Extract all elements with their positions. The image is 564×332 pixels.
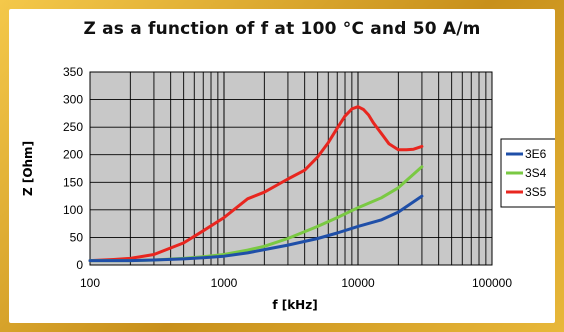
series-line-3E6 xyxy=(88,194,424,263)
y-tick-label: 50 xyxy=(70,230,84,244)
legend-label-3S4: 3S4 xyxy=(525,166,547,180)
legend-label-3S5: 3S5 xyxy=(525,185,547,199)
y-tick-label: 250 xyxy=(63,120,83,134)
y-tick-label: 200 xyxy=(63,148,83,162)
y-tick-label: 100 xyxy=(63,203,83,217)
y-axis-label: Z [Ohm] xyxy=(21,141,35,196)
y-tick-label: 0 xyxy=(76,258,83,272)
chart-svg: 0 50 100 150 200 250 300 350 100 1000 10000 100000 f… xyxy=(21,65,555,312)
chart-title: Z as a function of f at 100 °C and 50 A/… xyxy=(83,19,481,39)
legend-label-3E6: 3E6 xyxy=(525,147,547,161)
x-tick-label: 100000 xyxy=(472,276,512,290)
plot-area xyxy=(90,72,492,265)
series-line-3S5 xyxy=(88,105,424,263)
y-tick-label: 150 xyxy=(63,175,83,189)
y-tick-label: 350 xyxy=(63,65,83,79)
x-axis-label: f [kHz] xyxy=(272,298,317,312)
x-tick-label: 10000 xyxy=(341,276,375,290)
x-tick-label: 100 xyxy=(80,276,100,290)
x-tick-label: 1000 xyxy=(211,276,238,290)
chart-panel: Z as a function of f at 100 °C and 50 A/… xyxy=(9,9,555,323)
plot-border xyxy=(89,71,493,266)
y-tick-label: 300 xyxy=(63,93,83,107)
